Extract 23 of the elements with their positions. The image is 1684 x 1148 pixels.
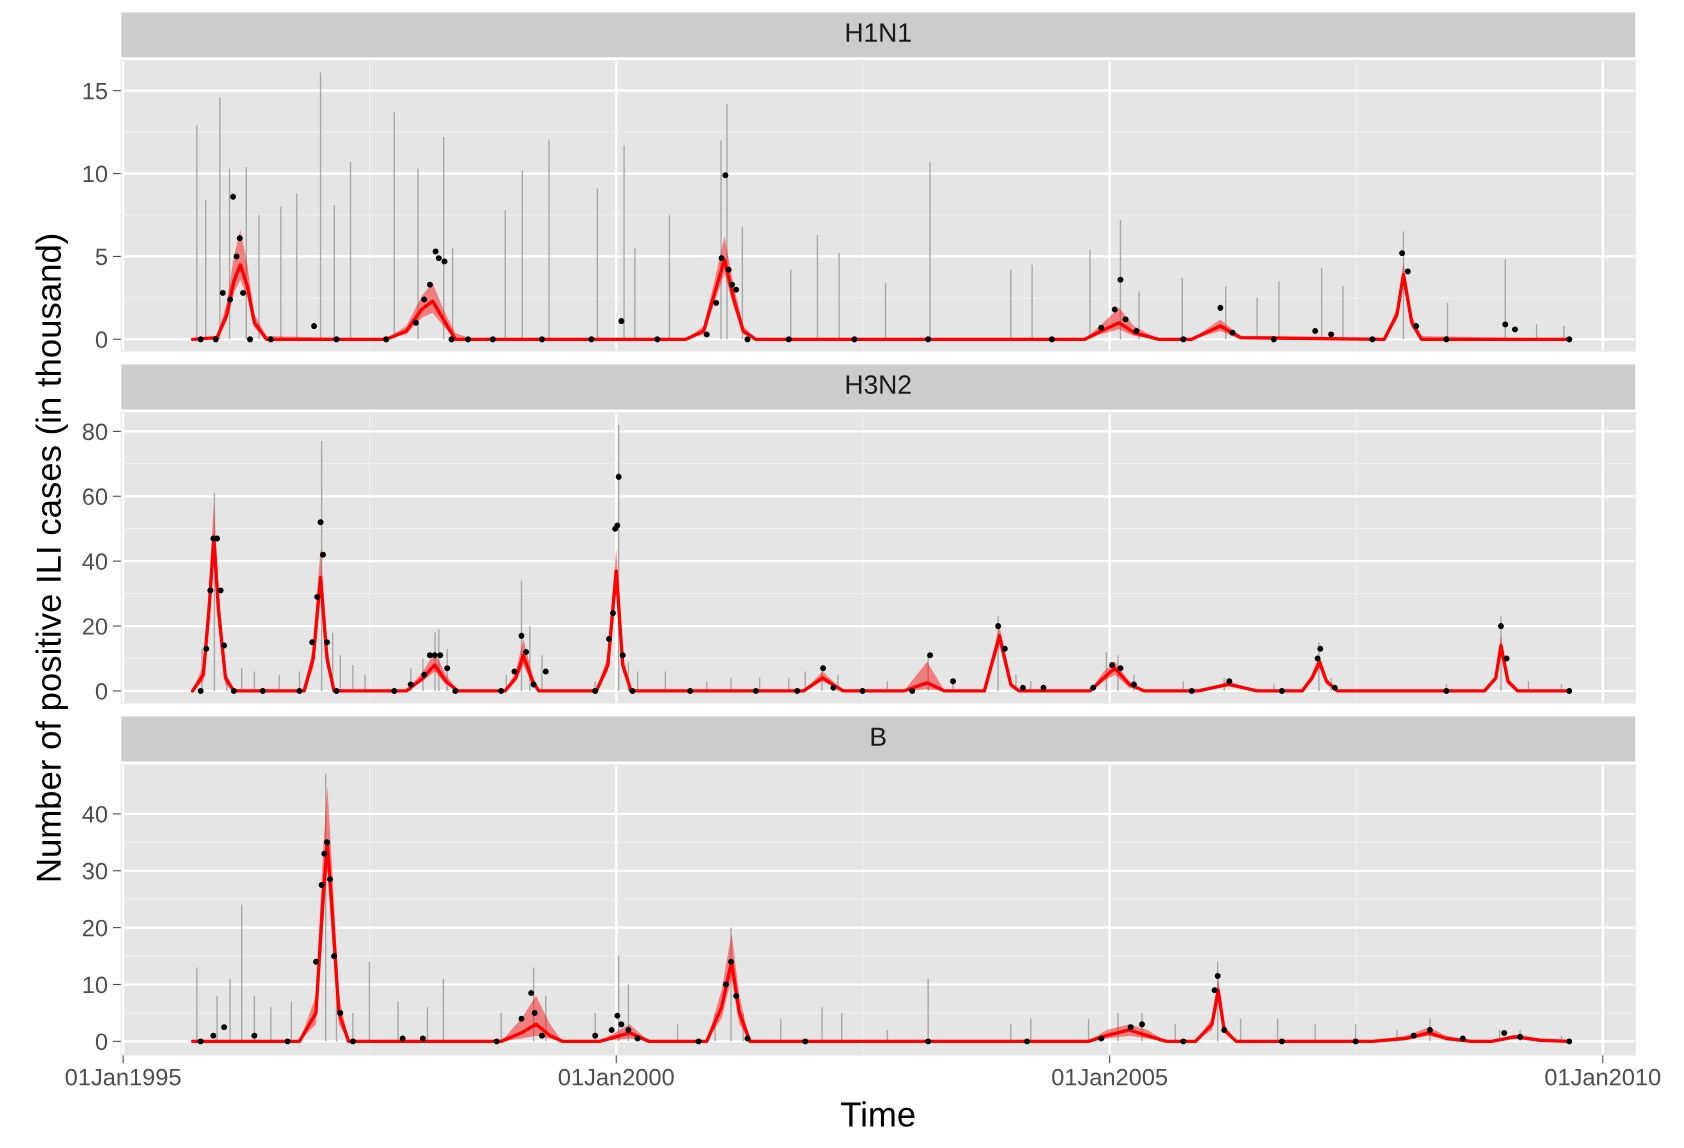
y-tick-label: 40 <box>82 553 108 570</box>
y-tick-label: 0 <box>95 683 108 700</box>
y-tick-label: 60 <box>82 488 108 506</box>
y-tick-label: 80 <box>82 423 108 441</box>
y-tick-label: 40 <box>82 805 108 823</box>
y-tick-label: 0 <box>95 1033 108 1051</box>
x-tick-label: 01Jan2010 <box>1545 1068 1661 1086</box>
y-tick-label: 10 <box>83 165 108 183</box>
y-tick-label: 15 <box>83 82 108 100</box>
chart-title: H3N2 <box>846 375 911 395</box>
y-axis-title: Number of positive ILI cases (in thousand) <box>35 234 68 881</box>
y-tick-label: 30 <box>82 862 108 880</box>
x-tick-label: 01Jan2005 <box>1052 1068 1168 1086</box>
y-tick-label: 10 <box>83 976 108 994</box>
chart-title: H1N1 <box>846 23 911 42</box>
y-tick-label: 20 <box>82 919 108 937</box>
y-tick-label: 5 <box>95 248 108 266</box>
x-tick-label: 01Jan1995 <box>65 1068 181 1086</box>
y-tick-label: 0 <box>95 331 108 349</box>
y-tick-label: 20 <box>82 618 108 635</box>
x-axis-title: Time <box>841 1101 915 1127</box>
x-tick-label: 01Jan2000 <box>558 1068 674 1086</box>
chart-title: B <box>871 727 886 746</box>
